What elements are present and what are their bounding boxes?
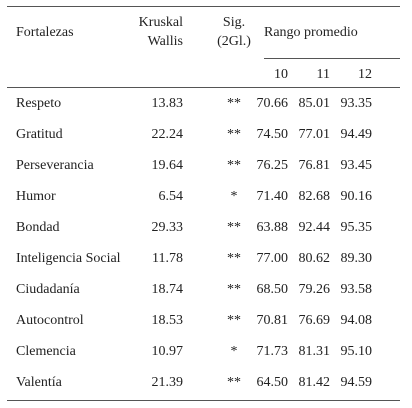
cell-rank-grade-12: 95.10: [340, 344, 373, 359]
cell-rank-grade-10: 71.73: [256, 344, 289, 359]
cell-fortaleza: Ciudadanía: [16, 282, 80, 297]
cell-rank-grade-12: 94.59: [340, 375, 373, 390]
cell-rank-grade-11: 77.01: [298, 127, 331, 142]
header-sig: Sig.: [222, 15, 246, 30]
header-wallis: Wallis: [147, 34, 183, 49]
cell-fortaleza: Inteligencia Social: [16, 251, 121, 266]
cell-rank-grade-10: 70.66: [256, 96, 289, 111]
cell-rank-grade-10: 71.40: [256, 189, 289, 204]
table-row: Respeto 13.83 ** 70.66 85.01 93.35: [0, 89, 412, 119]
table-row: Autocontrol 18.53 ** 70.81 76.69 94.08: [0, 306, 412, 336]
table-row: Valentía 21.39 ** 64.50 81.42 94.59: [0, 368, 412, 398]
cell-kruskal-wallis: 10.97: [151, 344, 184, 359]
header-grade-12: 12: [358, 67, 372, 82]
cell-rank-grade-12: 89.30: [340, 251, 373, 266]
cell-significance: **: [227, 282, 241, 297]
table-row: Inteligencia Social 11.78 ** 77.00 80.62 89.3…: [0, 244, 412, 274]
cell-rank-grade-12: 94.08: [340, 313, 373, 328]
cell-rank-grade-12: 94.49: [340, 127, 373, 142]
cell-rank-grade-10: 74.50: [256, 127, 289, 142]
cell-rank-grade-11: 82.68: [298, 189, 331, 204]
cell-rank-grade-10: 70.81: [256, 313, 289, 328]
cell-kruskal-wallis: 19.64: [151, 158, 184, 173]
cell-fortaleza: Perseverancia: [16, 158, 94, 173]
cell-fortaleza: Autocontrol: [16, 313, 84, 328]
cell-kruskal-wallis: 11.78: [152, 251, 183, 266]
cell-fortaleza: Respeto: [16, 96, 62, 111]
cell-fortaleza: Bondad: [16, 220, 60, 235]
header-bottom-rule: [7, 87, 400, 88]
header-rango-promedio: Rango promedio: [264, 25, 358, 40]
cell-rank-grade-11: 76.69: [298, 313, 331, 328]
cell-rank-grade-10: 68.50: [256, 282, 289, 297]
cell-significance: **: [227, 127, 241, 142]
table-row: Bondad 29.33 ** 63.88 92.44 95.35: [0, 213, 412, 243]
header-gl: (2Gl.): [217, 34, 251, 49]
cell-kruskal-wallis: 6.54: [158, 189, 184, 204]
cell-rank-grade-11: 80.62: [298, 251, 331, 266]
cell-rank-grade-11: 81.31: [298, 344, 331, 359]
cell-rank-grade-12: 95.35: [340, 220, 373, 235]
cell-rank-grade-12: 93.58: [340, 282, 373, 297]
cell-rank-grade-12: 90.16: [340, 189, 373, 204]
cell-kruskal-wallis: 18.74: [151, 282, 184, 297]
cell-rank-grade-12: 93.45: [340, 158, 373, 173]
rango-subrule: [264, 58, 400, 59]
cell-rank-grade-11: 79.26: [298, 282, 331, 297]
cell-rank-grade-11: 92.44: [298, 220, 331, 235]
cell-rank-grade-11: 81.42: [298, 375, 331, 390]
cell-rank-grade-11: 85.01: [298, 96, 331, 111]
header-fortalezas: Fortalezas: [16, 25, 74, 40]
header-grade-10: 10: [274, 67, 288, 82]
table-row: Perseverancia 19.64 ** 76.25 76.81 93.45: [0, 151, 412, 181]
cell-significance: **: [227, 251, 241, 266]
header-kruskal: Kruskal: [138, 15, 183, 30]
cell-rank-grade-10: 63.88: [256, 220, 289, 235]
cell-fortaleza: Gratitud: [16, 127, 63, 142]
cell-kruskal-wallis: 22.24: [151, 127, 184, 142]
cell-kruskal-wallis: 29.33: [151, 220, 184, 235]
bottom-rule: [7, 400, 400, 401]
cell-kruskal-wallis: 13.83: [151, 96, 184, 111]
cell-significance: **: [227, 375, 241, 390]
cell-fortaleza: Clemencia: [16, 344, 76, 359]
header-grade-11: 11: [316, 67, 330, 82]
table-row: Clemencia 10.97 * 71.73 81.31 95.10: [0, 337, 412, 367]
cell-kruskal-wallis: 18.53: [151, 313, 184, 328]
cell-significance: *: [230, 189, 238, 204]
cell-kruskal-wallis: 21.39: [151, 375, 184, 390]
cell-significance: **: [227, 220, 241, 235]
top-rule: [7, 6, 400, 7]
cell-significance: **: [227, 313, 241, 328]
table-row: Gratitud 22.24 ** 74.50 77.01 94.49: [0, 120, 412, 150]
cell-significance: **: [227, 158, 241, 173]
cell-rank-grade-10: 76.25: [256, 158, 289, 173]
cell-fortaleza: Valentía: [16, 375, 62, 390]
cell-rank-grade-11: 76.81: [298, 158, 331, 173]
cell-rank-grade-12: 93.35: [340, 96, 373, 111]
cell-significance: *: [230, 344, 238, 359]
table-row: Ciudadanía 18.74 ** 68.50 79.26 93.58: [0, 275, 412, 305]
cell-rank-grade-10: 77.00: [256, 251, 289, 266]
cell-significance: **: [227, 96, 241, 111]
table-row: Humor 6.54 * 71.40 82.68 90.16: [0, 182, 412, 212]
cell-rank-grade-10: 64.50: [256, 375, 289, 390]
cell-fortaleza: Humor: [16, 189, 56, 204]
